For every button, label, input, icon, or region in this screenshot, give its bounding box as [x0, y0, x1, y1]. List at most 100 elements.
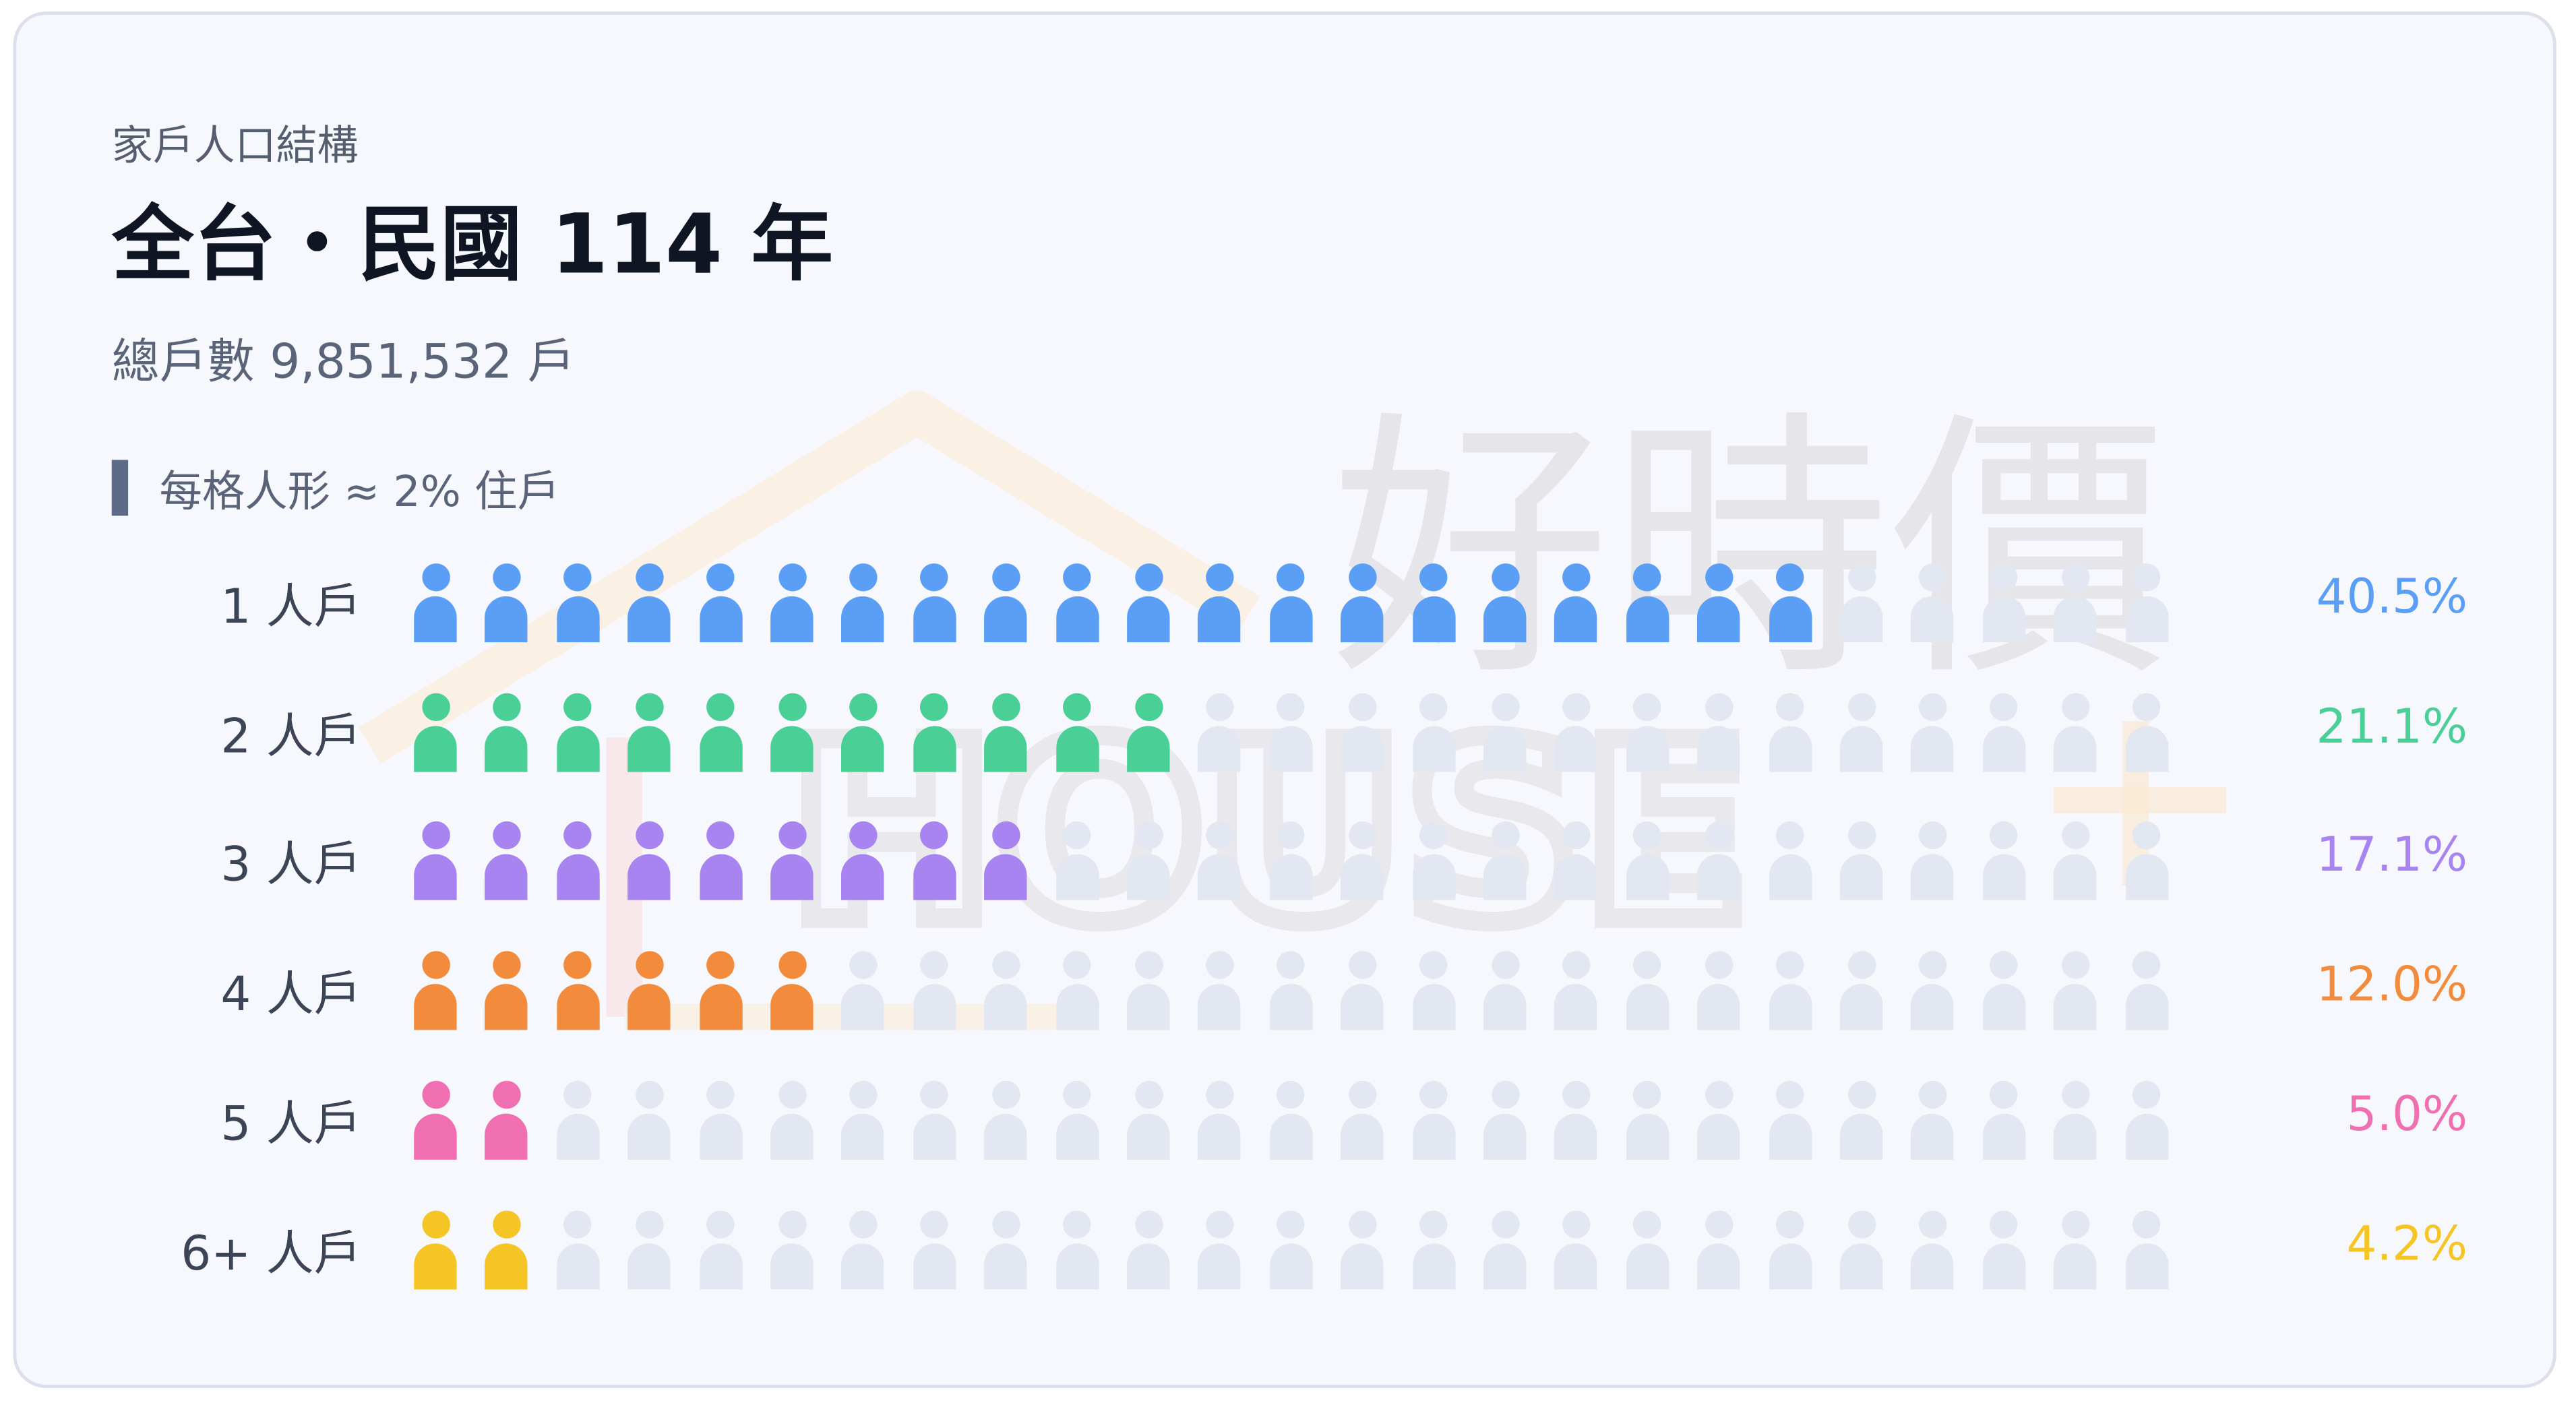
person-body: [556, 1113, 600, 1160]
person-body: [1697, 984, 1740, 1030]
person-head: [1705, 1080, 1733, 1109]
person-head: [563, 1080, 592, 1109]
row-percent: 17.1%: [2316, 827, 2468, 883]
person-body: [1483, 854, 1527, 901]
person-head: [991, 563, 1020, 592]
person-icon-filled: [840, 563, 886, 643]
person-body: [1341, 984, 1384, 1030]
person-body: [1127, 1113, 1170, 1160]
person-head: [1633, 821, 1662, 850]
person-icon-filled: [555, 563, 601, 643]
person-body: [485, 596, 528, 643]
person-icon-filled: [983, 821, 1029, 901]
person-body: [2054, 596, 2097, 643]
person-body: [1269, 984, 1313, 1030]
person-head: [563, 692, 592, 721]
person-body: [2054, 984, 2097, 1030]
person-body: [1127, 1242, 1170, 1289]
person-body: [627, 984, 671, 1030]
person-head: [492, 1210, 521, 1238]
person-body: [414, 1113, 457, 1160]
person-icon-empty: [1839, 821, 1884, 901]
person-icon-empty: [1196, 1210, 1242, 1289]
person-icon-empty: [1482, 1210, 1528, 1289]
person-icon-empty: [1054, 821, 1100, 901]
person-icon-filled: [1553, 563, 1599, 643]
person-body: [913, 1242, 956, 1289]
person-body: [556, 725, 600, 772]
person-head: [849, 1210, 878, 1238]
person-body: [984, 854, 1027, 901]
person-body: [699, 1242, 742, 1289]
person-body: [1697, 596, 1740, 643]
person-head: [1063, 563, 1091, 592]
person-icon-filled: [983, 692, 1029, 772]
person-head: [1277, 563, 1306, 592]
person-icon-empty: [769, 1210, 815, 1289]
person-body: [1697, 725, 1740, 772]
chart-title: 全台・民國 114 年: [111, 197, 834, 292]
person-body: [699, 725, 742, 772]
person-head: [1277, 951, 1306, 979]
person-head: [1063, 1080, 1091, 1109]
person-icon-filled: [1126, 563, 1171, 643]
person-body: [1769, 984, 1812, 1030]
person-head: [1705, 821, 1733, 850]
person-body: [984, 1113, 1027, 1160]
person-icon-filled: [698, 821, 743, 901]
person-head: [1562, 692, 1591, 721]
person-body: [1554, 854, 1598, 901]
person-body: [1697, 1113, 1740, 1160]
person-icon-empty: [2124, 1080, 2170, 1160]
person-body: [1269, 1242, 1313, 1289]
person-body: [1911, 596, 1955, 643]
person-head: [706, 821, 735, 850]
person-head: [1277, 692, 1306, 721]
person-body: [556, 854, 600, 901]
person-icon-empty: [2052, 692, 2098, 772]
person-icon-empty: [2124, 692, 2170, 772]
person-body: [1840, 984, 1883, 1030]
person-body: [1554, 725, 1598, 772]
person-head: [1348, 1080, 1376, 1109]
person-icon-empty: [1839, 951, 1884, 1030]
person-head: [635, 1080, 663, 1109]
person-body: [1127, 725, 1170, 772]
person-icon-empty: [1196, 821, 1242, 901]
person-body: [414, 596, 457, 643]
person-body: [2125, 1242, 2168, 1289]
person-head: [1776, 1210, 1804, 1238]
person-head: [1918, 563, 1947, 592]
legend-text: 每格人形 ≈ 2% 住戶: [159, 467, 560, 517]
person-head: [1847, 563, 1876, 592]
person-icon-empty: [1981, 1210, 2027, 1289]
person-head: [1776, 692, 1804, 721]
person-icon-filled: [626, 951, 672, 1030]
person-icon-empty: [1839, 1080, 1884, 1160]
person-head: [1705, 563, 1733, 592]
person-icon-empty: [840, 951, 886, 1030]
person-icon-empty: [1767, 821, 1813, 901]
row-percent: 5.0%: [2346, 1085, 2468, 1142]
person-head: [1705, 951, 1733, 979]
person-body: [984, 984, 1027, 1030]
person-body: [1055, 854, 1099, 901]
person-head: [2061, 951, 2089, 979]
person-head: [635, 1210, 663, 1238]
person-icon-empty: [1126, 821, 1171, 901]
row-percent: 4.2%: [2346, 1214, 2468, 1271]
person-icon-empty: [555, 1210, 601, 1289]
person-head: [1990, 1080, 2018, 1109]
person-body: [699, 596, 742, 643]
person-icon-empty: [1268, 821, 1314, 901]
person-icon-filled: [484, 1080, 530, 1160]
person-body: [1840, 596, 1883, 643]
person-body: [1982, 854, 2025, 901]
person-icon-empty: [1196, 1080, 1242, 1160]
person-icon-filled: [769, 563, 815, 643]
person-body: [1769, 854, 1812, 901]
person-icon-empty: [983, 1080, 1029, 1160]
person-icon-empty: [1054, 1210, 1100, 1289]
person-head: [849, 951, 878, 979]
person-body: [2054, 1242, 2097, 1289]
